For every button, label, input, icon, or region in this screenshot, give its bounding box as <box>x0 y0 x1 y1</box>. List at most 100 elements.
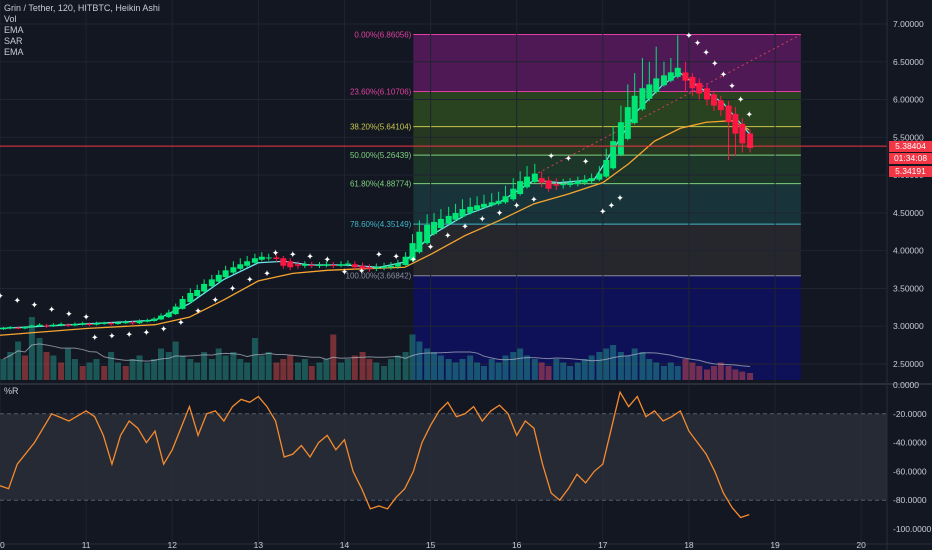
time-tick-label: 13 <box>254 540 264 550</box>
volume-bar <box>301 359 308 380</box>
bullish-candle <box>517 181 524 194</box>
chart-legend: Grin / Tether, 120, HITBTC, Heikin Ashi … <box>4 3 160 58</box>
volume-bar <box>194 362 201 380</box>
volume-bar <box>617 352 624 380</box>
williams-r-line <box>0 390 750 519</box>
volume-bar <box>222 355 229 380</box>
volume-bar <box>467 355 474 380</box>
volume-bar <box>545 366 552 380</box>
sar-dot: ✦ <box>478 215 486 225</box>
price-tick-label: 2.50000 <box>893 359 924 369</box>
indicator-sar-label[interactable]: SAR <box>4 36 23 46</box>
sar-dot: ✦ <box>212 296 220 306</box>
bullish-candle <box>488 202 495 206</box>
symbol-title[interactable]: Grin / Tether, 120, HITBTC, Heikin Ashi <box>4 3 160 13</box>
bullish-candle <box>660 75 667 86</box>
volume-bar <box>187 359 194 380</box>
bullish-candle <box>495 200 502 204</box>
sar-dot: ✦ <box>358 267 366 277</box>
indicator-vol-label[interactable]: Vol <box>4 14 17 24</box>
volume-bar <box>553 359 560 380</box>
bullish-candle <box>560 184 567 186</box>
sar-dot: ✦ <box>272 249 280 259</box>
volume-bar <box>36 338 43 380</box>
volume-bar <box>424 348 431 380</box>
bullish-candle <box>179 299 186 309</box>
bullish-candle <box>617 122 624 155</box>
bullish-candle <box>567 182 574 185</box>
volume-bar <box>747 373 754 380</box>
volume-bar <box>488 359 495 380</box>
bullish-candle <box>631 95 638 123</box>
volume-bar <box>725 366 732 380</box>
oscillator-band <box>0 413 887 501</box>
bearish-candle <box>710 94 717 106</box>
fib-zone <box>413 34 801 92</box>
volume-bar <box>172 341 179 380</box>
bullish-candle <box>36 324 43 327</box>
sar-dot: ✦ <box>496 209 504 219</box>
bullish-candle <box>323 264 330 266</box>
bearish-candle <box>366 267 373 269</box>
volume-bar <box>129 359 136 380</box>
volume-bar <box>588 355 595 380</box>
bullish-candle <box>402 256 409 266</box>
volume-bar <box>682 359 689 380</box>
indicator-ema-label[interactable]: EMA <box>4 25 24 35</box>
bullish-candle <box>258 256 265 260</box>
sar-dot: ✦ <box>728 82 736 92</box>
bearish-candle <box>273 257 280 259</box>
volume-bar <box>151 359 158 380</box>
bearish-candle <box>43 325 50 327</box>
sar-dot: ✦ <box>444 232 452 242</box>
bullish-candle <box>194 289 201 296</box>
bullish-candle <box>474 205 481 210</box>
sar-dot: ✦ <box>48 306 56 316</box>
sar-dot: ✦ <box>711 59 719 69</box>
bullish-candle <box>480 203 487 208</box>
sar-dot: ✦ <box>427 243 435 253</box>
bullish-candle <box>244 261 251 266</box>
sar-dot: ✦ <box>263 269 271 279</box>
sar-dot: ✦ <box>410 256 418 266</box>
oscillator-tick-label: -100.0000 <box>893 524 932 534</box>
volume-bar <box>631 348 638 380</box>
volume-bar <box>316 362 323 380</box>
bullish-candle <box>237 264 244 269</box>
volume-bar <box>86 362 93 380</box>
time-tick-label: 15 <box>426 540 436 550</box>
volume-bar <box>381 366 388 380</box>
fib-zone <box>413 224 801 276</box>
bullish-candle <box>251 258 258 263</box>
sar-dot: ✦ <box>685 31 693 41</box>
bullish-candle <box>71 323 78 326</box>
volume-bar <box>93 359 100 380</box>
current-price-tag: 5.38404 <box>889 141 932 152</box>
volume-bar <box>108 352 115 380</box>
volume-bar <box>359 352 366 380</box>
volume-bar <box>71 359 78 380</box>
volume-bar <box>244 362 251 380</box>
volume-bar <box>567 366 574 380</box>
volume-bar <box>351 355 358 380</box>
williams-r-label[interactable]: %R <box>4 386 19 396</box>
volume-bar <box>431 352 438 380</box>
last-close-tag: 5.34191 <box>889 166 932 177</box>
bullish-candle <box>510 188 517 200</box>
fib-level-label: 38.20%(5.64104) <box>350 123 412 132</box>
bearish-candle <box>308 265 315 267</box>
volume-bar <box>323 359 330 380</box>
volume-average-line <box>3 343 751 368</box>
indicator-ema2-label[interactable]: EMA <box>4 47 24 57</box>
bearish-candle <box>65 324 72 326</box>
fib-level-label: 100.00%(3.66842) <box>346 272 412 281</box>
volume-bar <box>739 371 746 380</box>
volume-bar <box>495 362 502 380</box>
bullish-candle <box>114 322 121 324</box>
volume-bar <box>710 366 717 380</box>
bearish-candle <box>717 100 724 111</box>
bullish-candle <box>639 88 646 110</box>
price-tick-label: 4.00000 <box>893 246 924 256</box>
bullish-candle <box>416 231 423 253</box>
